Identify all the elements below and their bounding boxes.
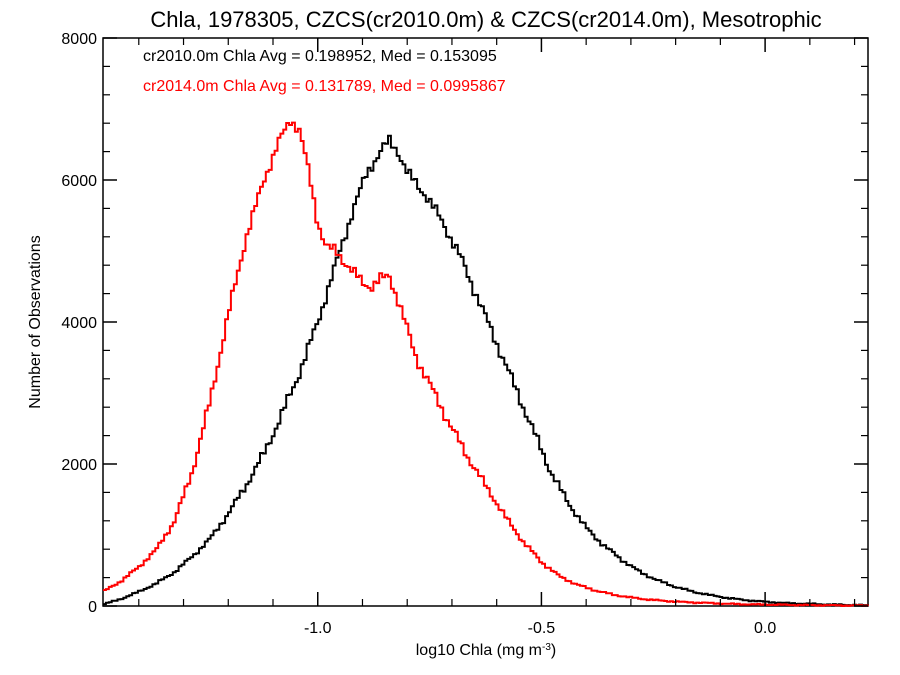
x-axis-label-close: ) (551, 642, 556, 659)
series-line-cr2010-0m (103, 134, 869, 607)
series-annotation-cr2010: cr2010.0m Chla Avg = 0.198952, Med = 0.1… (143, 48, 497, 65)
chart-title: Chla, 1978305, CZCS(cr2010.0m) & CZCS(cr… (150, 7, 821, 32)
y-tick-label: 8000 (61, 31, 97, 48)
x-axis-label-exponent: -3 (542, 642, 551, 653)
x-axis-label-main: log10 Chla (mg m (416, 642, 542, 659)
y-tick-label: 2000 (61, 457, 97, 474)
x-tick-label: -1.0 (304, 620, 332, 637)
series-annotation-cr2014: cr2014.0m Chla Avg = 0.131789, Med = 0.0… (143, 78, 506, 95)
x-tick-label: -0.5 (528, 620, 556, 637)
y-axis-label: Number of Observations (27, 235, 44, 408)
series-line-cr2014-0m (103, 121, 869, 607)
y-tick-label: 0 (88, 599, 97, 616)
ticks-layer: 0 2000 4000 6000 8000 -1.0 -0.5 0.0 (61, 31, 868, 637)
plot-frame (102, 37, 869, 607)
y-tick-label: 6000 (61, 173, 97, 190)
y-tick-label: 4000 (61, 315, 97, 332)
x-axis-label: log10 Chla (mg m-3) (416, 642, 557, 660)
series-layer (103, 121, 869, 607)
x-tick-label: 0.0 (754, 620, 776, 637)
